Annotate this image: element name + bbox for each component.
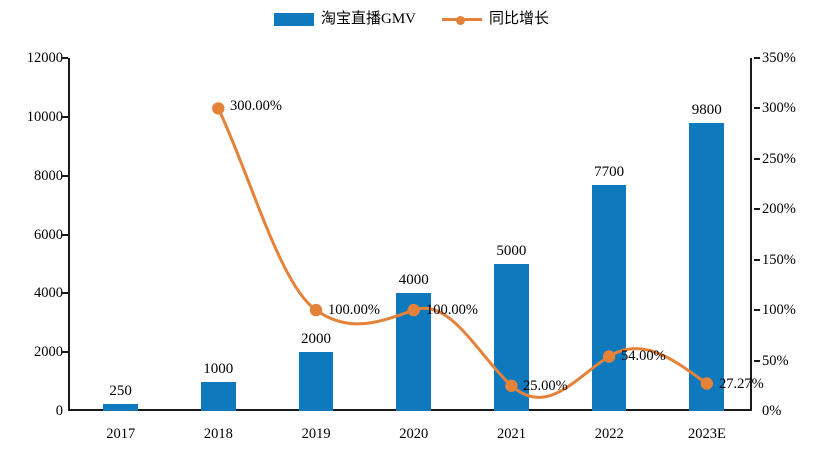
- bar-value-2021: 5000: [496, 242, 527, 259]
- growth-value-2021: 25.00%: [523, 378, 568, 394]
- y-axis-right-tick-200: 200%: [762, 201, 796, 218]
- y-axis-left-tick-0: 0: [55, 403, 63, 419]
- growth-value-2018: 300.00%: [230, 98, 282, 114]
- bar-value-2023e: 9800: [691, 101, 722, 118]
- legend-label-gmv: 淘宝直播GMV: [320, 11, 416, 27]
- x-axis-label-2018: 2018: [203, 426, 233, 442]
- bar-2018[interactable]: [200, 381, 236, 411]
- bar-value-2017: 250: [109, 382, 132, 399]
- x-axis-label-2022: 2022: [594, 426, 624, 442]
- y-axis-right-tick-250: 250%: [762, 150, 796, 167]
- y-axis-left-tick-12000: 12000: [26, 50, 63, 66]
- bar-2022[interactable]: [591, 184, 627, 411]
- y-axis-right-tickmark: [754, 258, 760, 261]
- y-axis-left-tickmark: [62, 57, 68, 59]
- legend-item-gmv[interactable]: 淘宝直播GMV: [273, 11, 416, 27]
- chart-legend: 淘宝直播GMV 同比增长: [0, 12, 823, 27]
- y-axis-left-tickmark: [62, 292, 68, 295]
- y-axis-left-tickmark: [62, 351, 68, 354]
- growth-value-2019: 100.00%: [328, 302, 380, 318]
- legend-item-growth[interactable]: 同比增长: [442, 12, 549, 27]
- y-axis-left-tickmark: [62, 174, 68, 177]
- y-axis-left-tick-8000: 8000: [34, 167, 63, 184]
- y-axis-right-tick-100: 100%: [762, 302, 796, 319]
- y-axis-right-tick-350: 350%: [762, 50, 796, 66]
- bar-value-2020: 4000: [398, 272, 429, 289]
- y-axis-right-tick-300: 300%: [762, 100, 796, 117]
- y-axis-right-tick-50: 50%: [762, 352, 789, 369]
- bar-2019[interactable]: [298, 352, 334, 411]
- bar-2023e[interactable]: [689, 122, 725, 411]
- y-axis-right-tickmark: [754, 157, 760, 160]
- x-axis-label-2021: 2021: [497, 426, 526, 442]
- y-axis-left-tick-2000: 2000: [34, 344, 63, 361]
- y-axis-right-tickmark: [754, 57, 760, 59]
- y-axis-right-tick-150: 150%: [762, 251, 796, 268]
- legend-label-growth: 同比增长: [489, 11, 550, 27]
- growth-value-2020: 100.00%: [426, 302, 478, 318]
- y-axis-left-tick-4000: 4000: [34, 285, 63, 302]
- bar-value-2018: 1000: [203, 360, 234, 377]
- y-axis-left-tick-10000: 10000: [26, 108, 63, 125]
- y-axis-right-tickmark: [754, 309, 760, 312]
- y-axis-left-tick-6000: 6000: [34, 226, 63, 243]
- legend-bar-swatch-icon: [273, 13, 314, 26]
- growth-value-2023e: 27.27%: [719, 376, 764, 392]
- bar-value-2019: 2000: [301, 331, 331, 348]
- y-axis-right-tickmark: [754, 107, 760, 110]
- y-axis-right-tickmark: [754, 359, 760, 362]
- x-axis-label-2017: 2017: [106, 426, 136, 442]
- x-axis-label-2020: 2020: [399, 426, 429, 442]
- x-axis-label-2019: 2019: [301, 426, 331, 442]
- growth-value-2022: 54.00%: [621, 348, 666, 364]
- y-axis-right-tickmark: [754, 208, 760, 211]
- y-axis-right-tick-0: 0%: [762, 403, 782, 419]
- x-axis-label-2023e: 2023E: [687, 426, 726, 442]
- bar-2017[interactable]: [103, 403, 138, 411]
- y-axis-left-tickmark: [62, 115, 68, 118]
- bar-value-2022: 7700: [594, 163, 625, 180]
- legend-line-marker-icon: [442, 13, 482, 26]
- y-axis-left-tickmark: [62, 233, 68, 236]
